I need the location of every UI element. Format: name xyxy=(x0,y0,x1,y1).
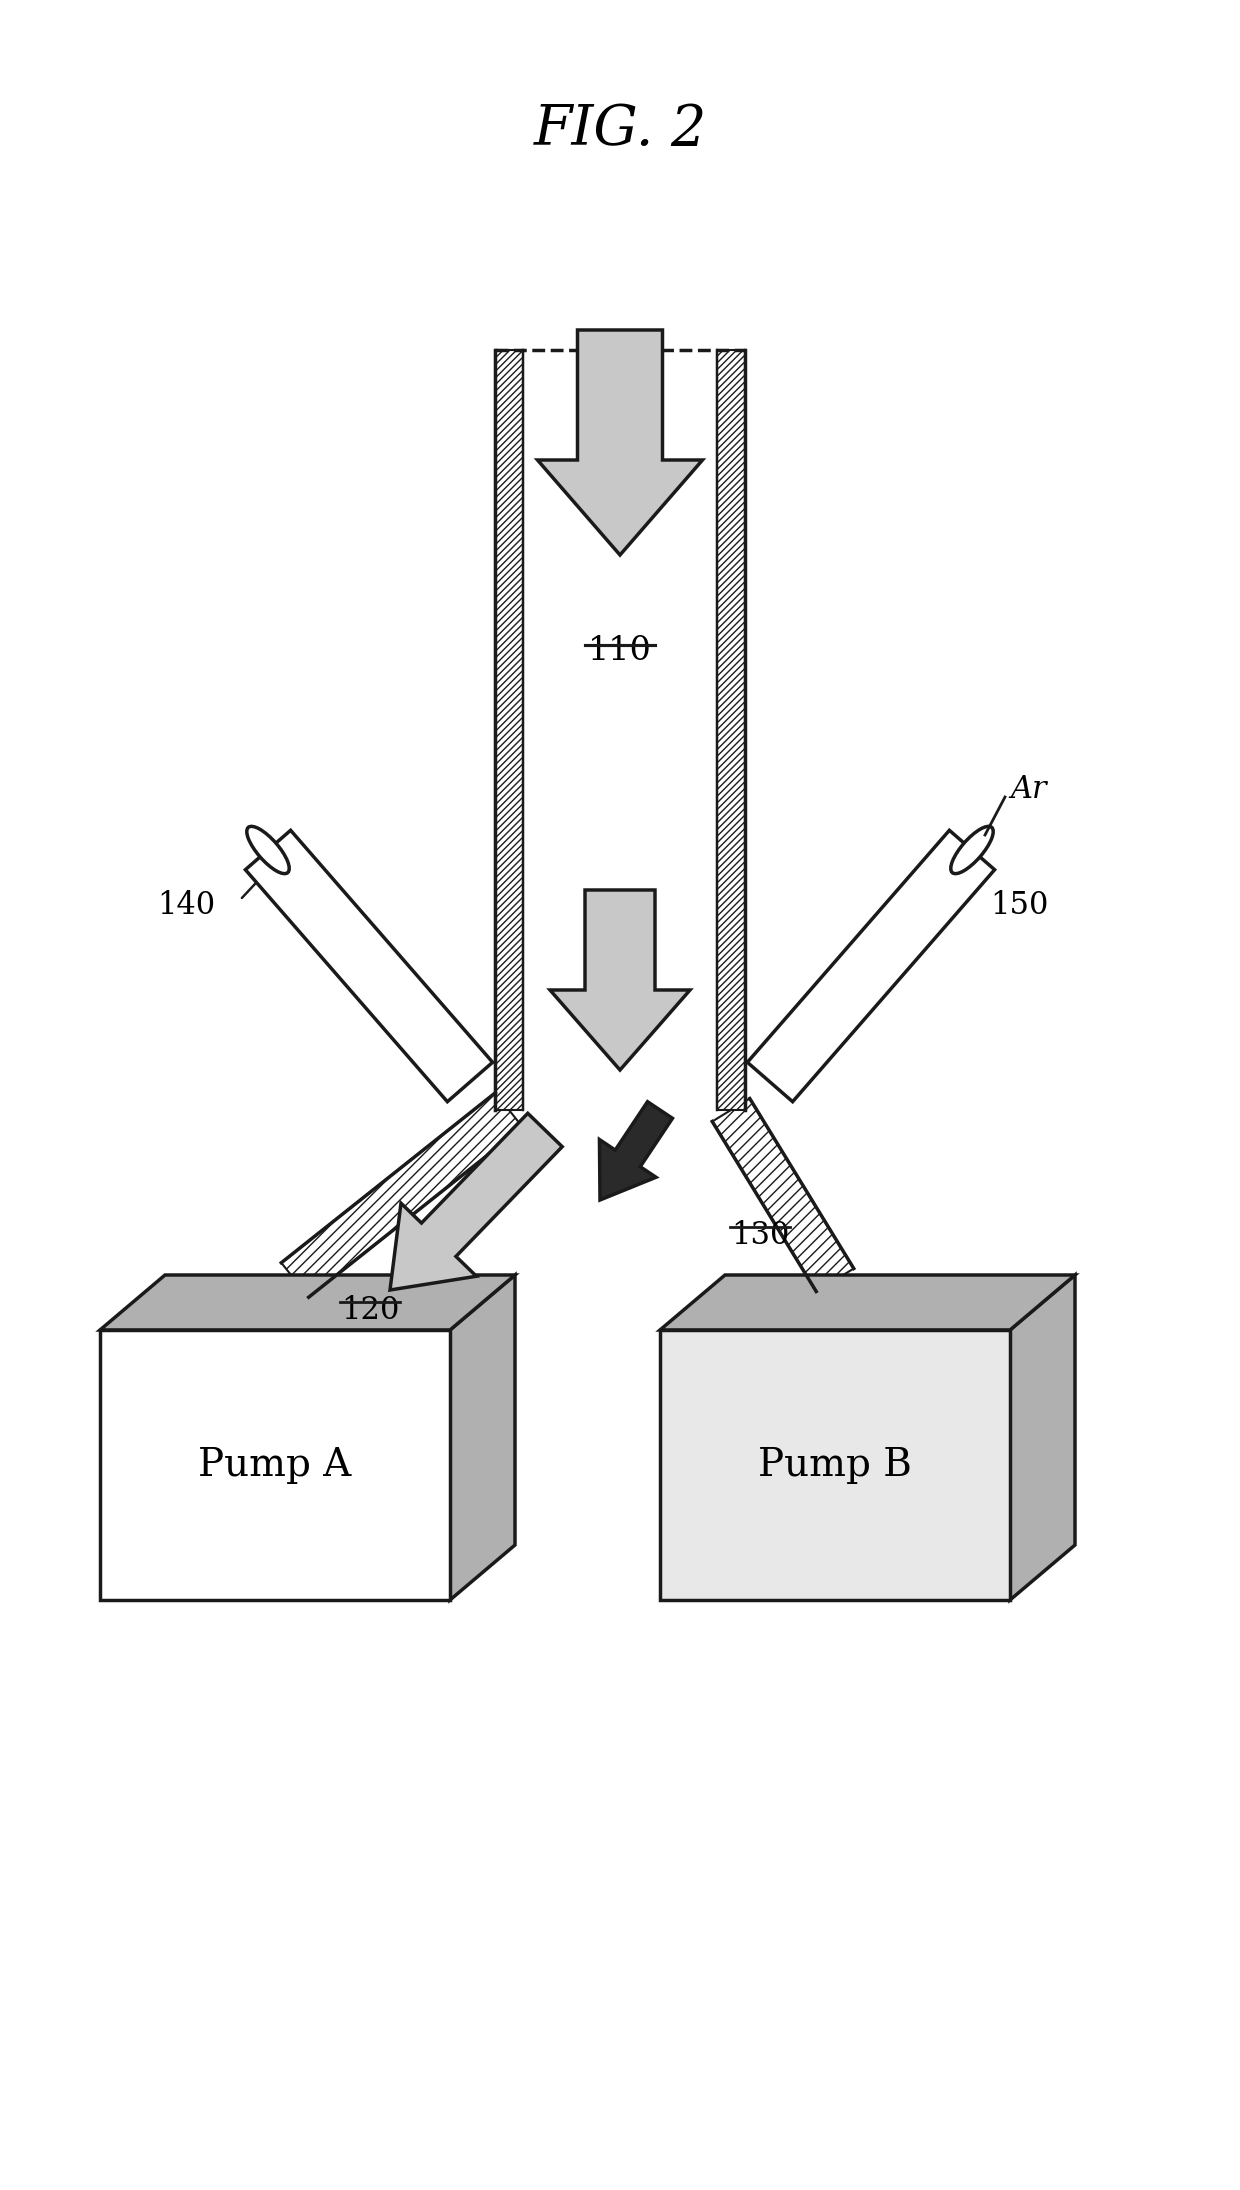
Polygon shape xyxy=(660,1275,1075,1329)
Bar xyxy=(660,1329,1011,1601)
Ellipse shape xyxy=(247,826,289,874)
Bar xyxy=(717,350,745,1110)
Text: Pump A: Pump A xyxy=(198,1448,352,1483)
Text: FIG. 2: FIG. 2 xyxy=(533,103,707,158)
Polygon shape xyxy=(246,830,492,1102)
Text: 130: 130 xyxy=(730,1220,789,1250)
Text: 120: 120 xyxy=(341,1294,399,1325)
Bar xyxy=(495,350,523,1110)
Polygon shape xyxy=(712,1099,854,1292)
Ellipse shape xyxy=(951,826,993,874)
Polygon shape xyxy=(391,1113,562,1290)
Polygon shape xyxy=(599,1102,672,1200)
Polygon shape xyxy=(537,331,703,554)
Text: Pump B: Pump B xyxy=(758,1448,911,1483)
Polygon shape xyxy=(281,1093,523,1296)
Text: 150: 150 xyxy=(990,889,1048,920)
Bar xyxy=(100,1329,450,1601)
Text: 140: 140 xyxy=(157,889,215,920)
Polygon shape xyxy=(1011,1275,1075,1601)
Text: Ar: Ar xyxy=(1011,775,1047,806)
Text: 110: 110 xyxy=(588,635,652,668)
Polygon shape xyxy=(450,1275,515,1601)
Polygon shape xyxy=(100,1275,515,1329)
Polygon shape xyxy=(551,889,689,1071)
Polygon shape xyxy=(748,830,994,1102)
